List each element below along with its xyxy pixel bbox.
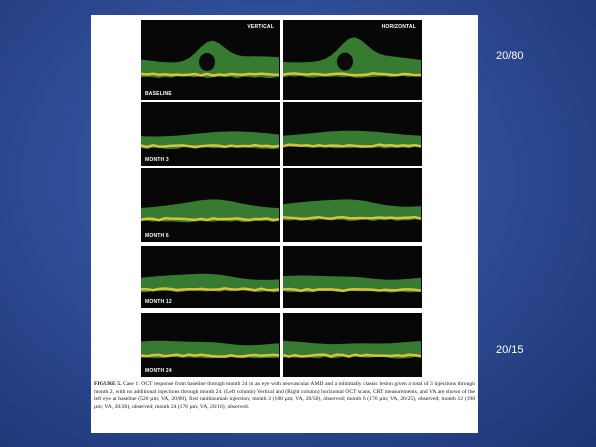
row-label: MONTH 24 [145, 368, 172, 374]
figure-caption: FIGURE 5. Case 1: OCT response from base… [94, 381, 475, 411]
caption-label: FIGURE 5. [94, 381, 121, 387]
oct-scan [283, 168, 422, 242]
oct-scan: MONTH 3 [141, 102, 280, 166]
column-label: VERTICAL [247, 24, 274, 30]
visual-acuity-label: 20/80 [496, 50, 524, 62]
row-label: MONTH 6 [145, 233, 169, 239]
oct-scan [283, 246, 422, 308]
oct-scan [283, 313, 422, 377]
row-label: MONTH 12 [145, 299, 172, 305]
row-label: BASELINE [145, 91, 172, 97]
oct-scan: HORIZONTAL [283, 20, 422, 100]
row-label: MONTH 3 [145, 157, 169, 163]
slide: FIGURE 5. Case 1: OCT response from base… [0, 0, 596, 447]
visual-acuity-label: 20/15 [496, 344, 524, 356]
oct-scan: MONTH 12 [141, 246, 280, 308]
oct-scan: MONTH 24 [141, 313, 280, 377]
oct-scan: MONTH 6 [141, 168, 280, 242]
oct-scan [283, 102, 422, 166]
oct-scan: BASELINE VERTICAL [141, 20, 280, 100]
caption-text: Case 1: OCT response from baseline throu… [94, 381, 475, 410]
column-label: HORIZONTAL [382, 24, 416, 30]
figure: FIGURE 5. Case 1: OCT response from base… [91, 15, 478, 433]
